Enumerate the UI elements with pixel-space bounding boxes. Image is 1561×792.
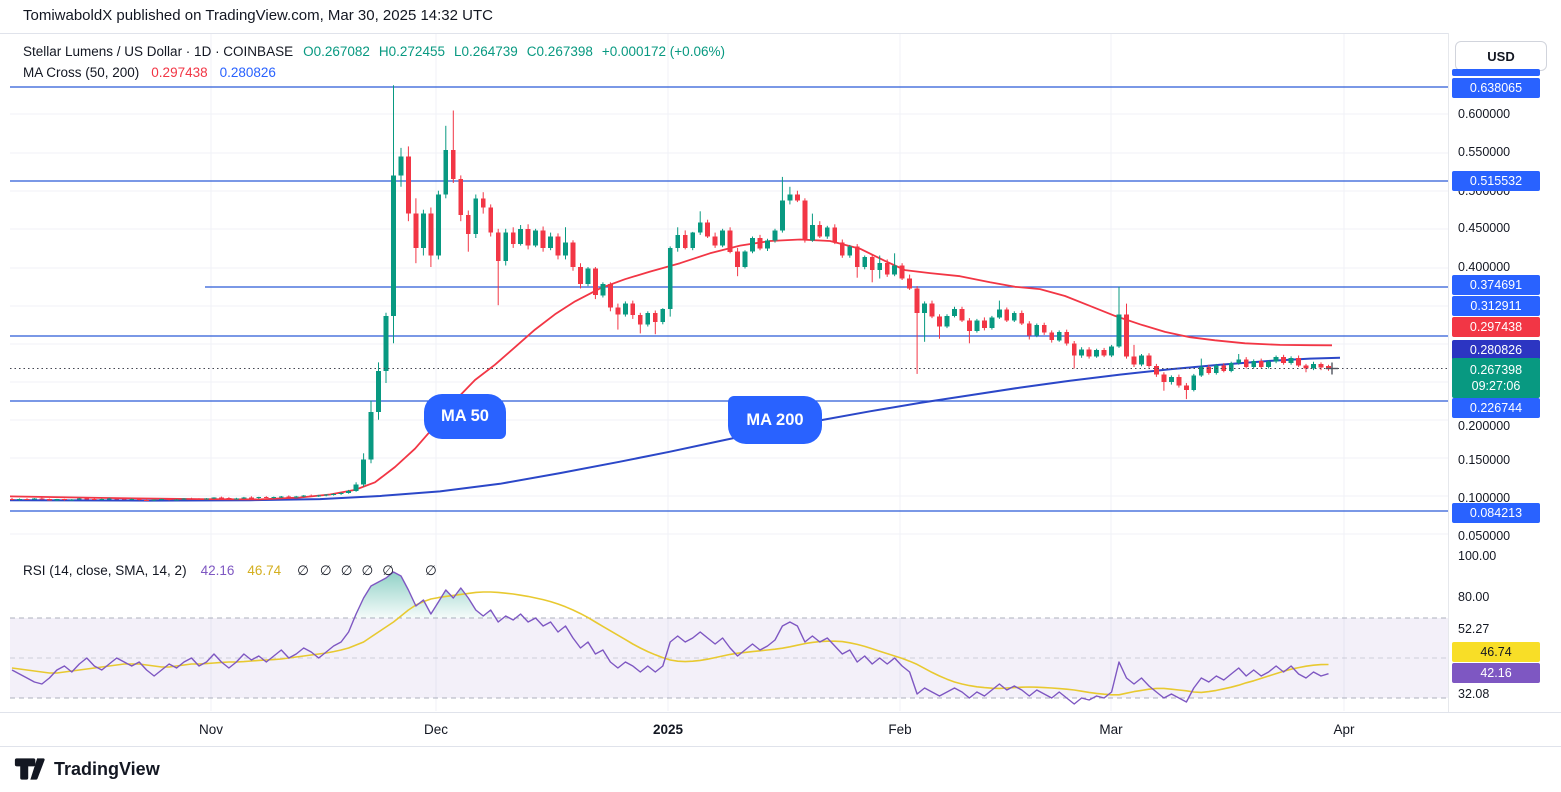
price-scale-tick: 0.150000 [1458, 453, 1511, 467]
price-label-badge: 0.312911 [1452, 296, 1540, 316]
tradingview-attribution[interactable]: TradingView [14, 757, 160, 781]
price-scale-tick: 32.08 [1458, 687, 1490, 701]
time-axis-label: 2025 [652, 722, 684, 737]
price-label-badge-clipped [1452, 68, 1540, 76]
ma-cross-title[interactable]: MA Cross (50, 200) [23, 65, 140, 80]
price-scale-tick: 0.450000 [1458, 221, 1511, 235]
price-label-badge: 0.280826 [1452, 340, 1540, 360]
rsi-null-value: ∅ [319, 563, 332, 578]
time-axis-label: Nov [198, 722, 223, 737]
rsi-null-value: ∅ [340, 563, 353, 578]
time-axis-label: Mar [1099, 722, 1123, 737]
rsi-values: 42.16 46.74 ∅ ∅ ∅ ∅ ∅ ∅ [187, 563, 437, 578]
rsi-null-value: ∅ [424, 563, 437, 578]
price-scale[interactable]: USD 0.600000 0.550000 0.500000 0.450000 0.40… [1449, 33, 1561, 747]
symbol-legend: Stellar Lumens / US Dollar · 1D · COINBA… [23, 44, 734, 59]
price-scale-tick: 0.550000 [1458, 145, 1511, 159]
symbol-title[interactable]: Stellar Lumens / US Dollar · 1D · COINBA… [23, 44, 294, 59]
price-label-badge: 0.515532 [1452, 171, 1540, 191]
ma-cross-legend: MA Cross (50, 200) 0.297438 0.280826 [23, 65, 276, 80]
divider [1448, 33, 1449, 747]
price-scale-tick: 0.600000 [1458, 107, 1511, 121]
currency-button-label: USD [1487, 48, 1515, 64]
price-label-badge: 0.226744 [1452, 398, 1540, 418]
ma50-value: 0.297438 [151, 65, 208, 80]
time-axis-label: Apr [1333, 722, 1355, 737]
price-label-badge: 0.638065 [1452, 78, 1540, 98]
rsi-plot-value: 46.74 [247, 563, 282, 578]
time-axis-label: Dec [423, 722, 448, 737]
rsi-title[interactable]: RSI (14, close, SMA, 14, 2) [23, 563, 187, 578]
ma200-pill-text: MA 200 [746, 410, 804, 429]
price-scale-tick: 0.050000 [1458, 529, 1511, 543]
price-label-badge: 0.267398 09:27:06 [1452, 358, 1540, 398]
price-scale-tick: 80.00 [1458, 590, 1490, 604]
ohlc-change: +0.000172 (+0.06%) [601, 44, 725, 59]
rsi-legend: RSI (14, close, SMA, 14, 2) 42.16 46.74 ∅ ∅ ∅… [23, 563, 437, 579]
ma50-pill-text: MA 50 [441, 407, 489, 425]
price-scale-tick: 0.200000 [1458, 419, 1511, 433]
price-scale-tick: 0.400000 [1458, 260, 1511, 274]
rsi-plot-value: 42.16 [200, 563, 235, 578]
price-label-badge: 0.297438 [1452, 317, 1540, 337]
ma50-label-pill[interactable]: MA 50 [424, 394, 506, 439]
price-label-badge: 0.374691 [1452, 275, 1540, 295]
price-scale-tick: 52.27 [1458, 622, 1490, 636]
ohlc-low: L0.264739 [453, 44, 518, 59]
price-scale-tick: 100.00 [1458, 549, 1497, 563]
ma200-label-pill[interactable]: MA 200 [728, 396, 822, 444]
tradingview-logo-icon [14, 758, 45, 780]
time-axis-label: Feb [888, 722, 912, 737]
time-axis[interactable]: Nov Dec 2025 Feb Mar Apr [0, 712, 1561, 747]
price-label-badge: 42.16 [1452, 663, 1540, 683]
divider [0, 33, 1561, 34]
rsi-null-value: ∅ [382, 563, 394, 578]
price-label-badge: 46.74 [1452, 642, 1540, 662]
rsi-null-value: ∅ [297, 563, 309, 578]
rsi-null-value: ∅ [361, 563, 374, 578]
ohlc-close: C0.267398 [526, 44, 593, 59]
price-scale-tick: 0.100000 [1458, 491, 1511, 505]
tradingview-logo-text: TradingView [54, 758, 160, 779]
ohlc-high: H0.272455 [378, 44, 445, 59]
ohlc-open: O0.267082 [303, 44, 370, 59]
currency-button[interactable]: USD [1455, 41, 1547, 71]
attribution-text: TomiwaboldX published on TradingView.com… [23, 7, 493, 24]
ma200-value: 0.280826 [219, 65, 276, 80]
price-label-badge: 0.084213 [1452, 503, 1540, 523]
